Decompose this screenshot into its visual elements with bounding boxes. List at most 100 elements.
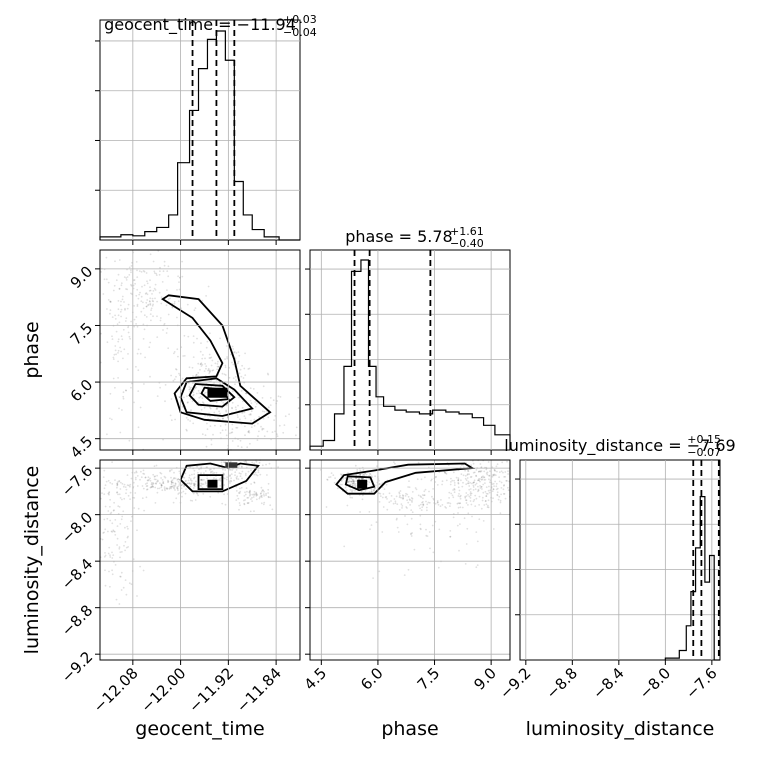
- sample-point: [381, 496, 384, 499]
- sample-point: [444, 471, 446, 474]
- sample-point: [477, 485, 479, 488]
- sample-point: [381, 482, 384, 484]
- sample-point: [484, 490, 487, 493]
- sample-point: [169, 470, 171, 473]
- sample-point: [231, 407, 234, 410]
- sample-point: [240, 446, 243, 449]
- sample-point: [368, 472, 371, 475]
- sample-point: [440, 499, 442, 501]
- sample-point: [154, 289, 157, 291]
- sample-point: [484, 500, 487, 503]
- sample-point: [169, 414, 172, 417]
- sample-point: [466, 474, 469, 476]
- sample-point: [348, 477, 351, 479]
- sample-point: [475, 475, 478, 477]
- sample-point: [150, 309, 153, 311]
- sample-point: [481, 478, 483, 481]
- sample-point: [231, 406, 233, 409]
- sample-point: [419, 514, 422, 517]
- sample-point: [175, 497, 178, 500]
- ylabel-phase: phase: [21, 321, 43, 378]
- sample-point: [125, 492, 127, 495]
- sample-point: [232, 390, 234, 392]
- sample-point: [100, 332, 102, 335]
- sample-point: [197, 471, 199, 474]
- density-peak: [207, 479, 218, 488]
- sample-point: [176, 479, 179, 481]
- sample-point: [475, 531, 478, 533]
- sample-point: [496, 463, 499, 466]
- sample-point: [378, 479, 380, 482]
- sample-point: [224, 503, 227, 506]
- sample-point: [147, 479, 150, 482]
- sample-point: [246, 490, 248, 493]
- sample-point: [149, 300, 151, 303]
- sample-point: [237, 416, 239, 418]
- sample-point: [153, 465, 156, 468]
- sample-point: [487, 504, 489, 507]
- sample-point: [117, 273, 120, 276]
- sample-point: [428, 531, 431, 533]
- sample-point: [156, 479, 159, 482]
- sample-point: [201, 363, 204, 366]
- sample-point: [411, 501, 413, 503]
- sample-point: [117, 505, 120, 507]
- sample-point: [238, 508, 240, 511]
- sample-point: [244, 425, 246, 428]
- sample-point: [149, 302, 152, 305]
- sample-point: [207, 385, 210, 388]
- sample-point: [503, 493, 506, 495]
- sample-point: [181, 495, 183, 498]
- sample-point: [124, 549, 126, 552]
- sample-point: [136, 352, 139, 355]
- sample-point: [258, 415, 260, 418]
- sample-point: [437, 566, 440, 569]
- sample-point: [217, 479, 220, 482]
- sample-point: [245, 392, 248, 395]
- sample-point: [178, 482, 181, 484]
- sample-point: [130, 583, 133, 586]
- sample-point: [133, 318, 136, 321]
- sample-point: [192, 335, 195, 337]
- sample-point: [407, 568, 410, 571]
- x-tick-label: −9.2: [496, 664, 534, 702]
- sample-point: [226, 357, 229, 360]
- sample-point: [145, 496, 148, 499]
- sample-point: [159, 482, 161, 485]
- sample-point: [197, 389, 200, 392]
- sample-point: [192, 382, 194, 384]
- sample-point: [266, 430, 269, 433]
- sample-point: [192, 341, 195, 344]
- sample-point: [191, 366, 194, 369]
- sample-point: [239, 475, 242, 478]
- sample-point: [167, 298, 170, 301]
- sample-point: [249, 492, 251, 495]
- sample-point: [164, 384, 167, 386]
- sample-point: [189, 378, 191, 381]
- sample-point: [231, 401, 234, 404]
- sample-point: [479, 470, 482, 473]
- sample-point: [495, 485, 498, 488]
- sample-point: [465, 502, 468, 504]
- sample-point: [478, 478, 480, 480]
- sample-point: [111, 557, 114, 559]
- sample-point: [348, 480, 351, 482]
- sample-point: [228, 376, 231, 379]
- sample-point: [496, 470, 498, 473]
- sample-point: [457, 482, 460, 485]
- x-tick-label: −8.4: [589, 664, 627, 702]
- sample-point: [400, 503, 403, 505]
- sample-point: [200, 342, 202, 344]
- sample-point: [225, 409, 228, 412]
- sample-point: [119, 304, 122, 307]
- sample-point: [121, 298, 124, 301]
- sample-point: [451, 494, 454, 497]
- sample-point: [180, 491, 183, 494]
- sample-point: [284, 415, 287, 418]
- sample-point: [136, 288, 139, 291]
- sample-point: [245, 460, 247, 463]
- sample-point: [103, 493, 106, 495]
- sample-point: [372, 577, 374, 579]
- sample-point: [175, 375, 177, 378]
- sample-point: [503, 484, 505, 487]
